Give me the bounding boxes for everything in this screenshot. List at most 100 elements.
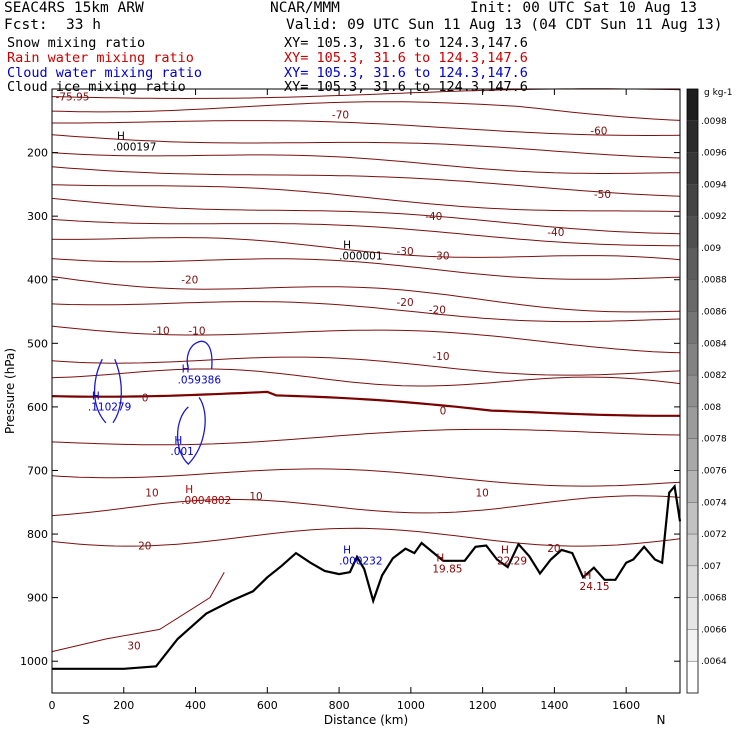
isotherm-label: -30 xyxy=(397,246,414,258)
maximum-value-label: 22.29 xyxy=(497,555,527,567)
x-end-label-north: N xyxy=(657,713,666,727)
maximum-marker: H xyxy=(185,484,193,496)
colorbar-bin xyxy=(687,470,698,503)
isotherm-label: -10 xyxy=(188,326,205,338)
colorbar-bin xyxy=(687,629,698,662)
isotherm-label: 10 xyxy=(249,491,262,503)
y-tick-label: 400 xyxy=(27,274,48,287)
x-axis-label: Distance (km) xyxy=(324,713,408,727)
isotherm-label: -20 xyxy=(181,275,198,287)
colorbar-label: .0076 xyxy=(701,466,727,476)
maximum-value-label: .000232 xyxy=(339,555,382,567)
colorbar-label: .0098 xyxy=(701,117,727,127)
colorbar-label: .0094 xyxy=(701,180,727,190)
x-tick-label: 600 xyxy=(257,699,278,712)
colorbar-unit: g kg-1 xyxy=(704,88,732,98)
x-end-label-south: S xyxy=(82,713,90,727)
colorbar-bin xyxy=(687,184,698,217)
colorbar-bin xyxy=(687,120,698,154)
maximum-value-label: .0004802 xyxy=(181,495,231,507)
isotherm-line xyxy=(51,166,681,197)
isotherm-line xyxy=(51,197,681,235)
isotherm-label: -20 xyxy=(397,297,414,309)
colorbar: .0098 .0096 .0094 .0092 .009 .0088 .0086 .0084.… xyxy=(686,88,727,694)
legend-cloud-water-xy: XY= 105.3, 31.6 to 124.3,147.6 xyxy=(284,65,528,81)
isotherm-label: 10 xyxy=(145,488,158,500)
colorbar-label: .0096 xyxy=(701,149,727,159)
colorbar-label: .0064 xyxy=(701,657,727,667)
isotherm-label: -60 xyxy=(590,125,607,137)
isotherm-label: 0 xyxy=(440,406,447,418)
y-tick-label: 900 xyxy=(27,592,48,605)
maximum-marker: H xyxy=(584,570,592,582)
isotherm-line xyxy=(51,258,681,280)
maximum-marker: H xyxy=(343,544,351,556)
maximum-marker: H xyxy=(117,131,125,143)
colorbar-label: .0066 xyxy=(701,625,727,635)
fcst-label: Fcst: xyxy=(4,17,48,33)
colorbar-label: .0074 xyxy=(701,498,727,508)
cloud-water-contour xyxy=(93,358,122,424)
colorbar-bin xyxy=(687,216,698,249)
colorbar-label: .0068 xyxy=(701,594,727,604)
y-tick-label: 1000 xyxy=(20,655,48,668)
colorbar-label: .007 xyxy=(701,562,721,572)
isotherm-line xyxy=(51,134,681,159)
colorbar-bin xyxy=(687,565,698,599)
isotherm-label: 10 xyxy=(475,488,488,500)
y-tick-label: 800 xyxy=(27,528,48,541)
isotherm-label: -75.95 xyxy=(56,92,90,104)
maximum-value-label: 19.85 xyxy=(432,564,462,576)
maximum-marker: H xyxy=(343,239,351,251)
isotherm-label: -50 xyxy=(594,189,611,201)
isotherm-line xyxy=(51,276,681,313)
org-title: NCAR/MMM xyxy=(270,0,340,16)
maximum-value-label: .000001 xyxy=(339,250,382,262)
cloud-water-contour xyxy=(186,340,213,369)
model-title: SEAC4RS 15km ARW xyxy=(4,0,144,16)
colorbar-bin xyxy=(687,311,698,344)
isotherm-label: 20 xyxy=(547,543,560,555)
isotherm-line xyxy=(51,495,681,517)
colorbar-label: .0078 xyxy=(701,435,727,445)
legend-cloud-water-label: Cloud water mixing ratio xyxy=(7,65,203,81)
isotherm-line xyxy=(51,301,681,323)
isotherm-label: 20 xyxy=(138,540,151,552)
isotherm-label: -10 xyxy=(432,351,449,363)
init-time: Init: 00 UTC Sat 10 Aug 13 xyxy=(470,0,697,16)
legend-snow-xy: XY= 105.3, 31.6 to 124.3,147.6 xyxy=(284,35,528,51)
maximum-value-label: .059386 xyxy=(178,374,222,386)
isotherm-line xyxy=(52,120,681,136)
isotherm-label: -30 xyxy=(432,251,449,263)
isotherm-label: 0 xyxy=(142,392,149,404)
isotherm-line xyxy=(51,101,681,121)
x-tick-label: 1000 xyxy=(397,699,425,712)
isotherm-line xyxy=(51,152,681,174)
colorbar-bin xyxy=(687,279,698,313)
isotherm-zero-line xyxy=(51,390,680,417)
legend-rain-label: Rain water mixing ratio xyxy=(7,50,194,66)
colorbar-label: .009 xyxy=(701,244,721,254)
colorbar-bin xyxy=(687,89,698,122)
colorbar-bin xyxy=(687,406,698,440)
y-tick-label: 200 xyxy=(27,147,48,160)
colorbar-frame xyxy=(686,88,699,694)
isotherm-line xyxy=(51,368,681,387)
colorbar-bin xyxy=(687,534,698,567)
isotherm-line xyxy=(51,88,681,100)
maximum-marker: H xyxy=(501,544,509,556)
isotherm-line xyxy=(51,468,681,487)
maximum-marker: H xyxy=(92,391,100,403)
isotherm-line xyxy=(51,237,681,261)
colorbar-bin xyxy=(687,502,698,535)
plot-frame xyxy=(51,88,681,694)
maximum-value-label: .001 xyxy=(170,446,193,458)
colorbar-label: .0084 xyxy=(701,339,727,349)
y-axis-label: Pressure (hPa) xyxy=(3,348,17,434)
x-tick-label: 0 xyxy=(49,699,56,712)
x-tick-label: 800 xyxy=(329,699,350,712)
isotherm-line xyxy=(51,527,681,547)
colorbar-label: .0086 xyxy=(701,308,727,318)
isotherm-line xyxy=(51,571,225,653)
maxima-labels: H.000197H.000001H.059386H.110279H.001H.0… xyxy=(88,131,610,593)
